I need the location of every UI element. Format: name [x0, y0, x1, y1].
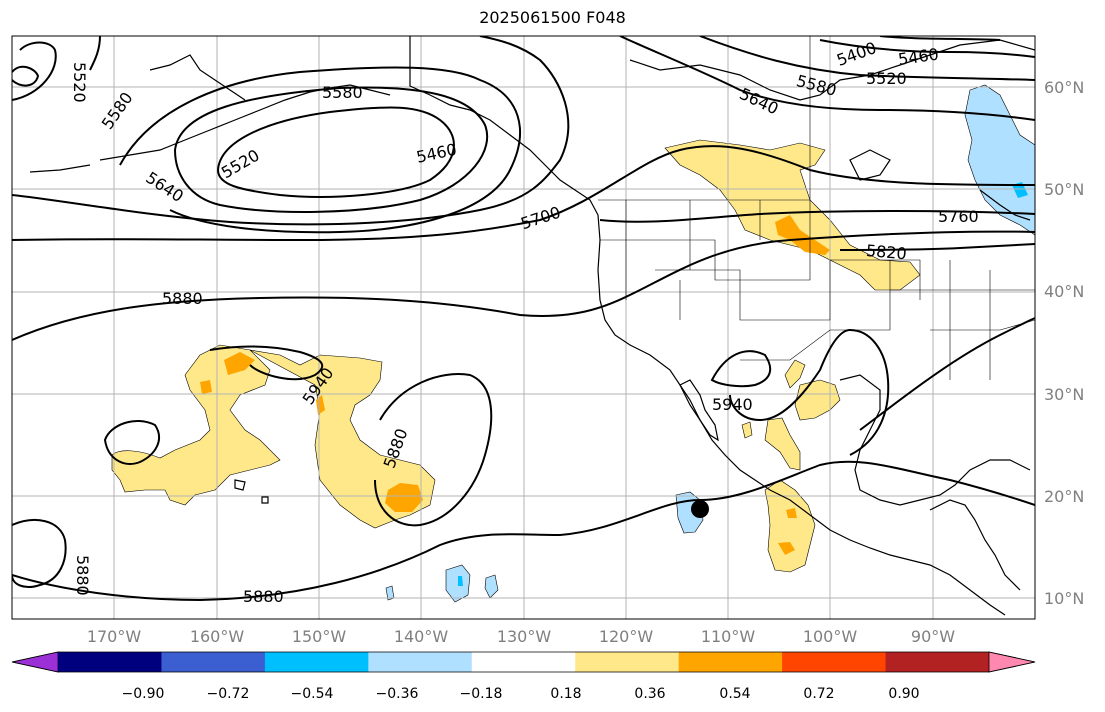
lon-label: 100°W	[803, 627, 858, 646]
colorbar-segment	[885, 652, 990, 672]
contour-label: 5760	[938, 207, 979, 226]
lon-label: 160°W	[190, 627, 245, 646]
contour-label: 5520	[70, 62, 89, 103]
colorbar-segment	[782, 652, 887, 672]
graticule	[12, 36, 1035, 619]
colorbar-ticks: −0.90 −0.72 −0.54 −0.36 −0.18 0.18 0.36 …	[122, 686, 920, 702]
longitude-labels: 170°W 160°W 150°W 140°W 130°W 120°W 110°…	[87, 627, 955, 646]
lon-label: 90°W	[911, 627, 955, 646]
colorbar-tick-label: −0.18	[460, 686, 503, 702]
colorbar-segment	[264, 652, 369, 672]
latitude-labels: 60°N 50°N 40°N 30°N 20°N 10°N	[1044, 78, 1084, 608]
shaded-positive-areas	[111, 139, 921, 573]
lat-label: 20°N	[1044, 487, 1084, 506]
colorbar-segment	[368, 652, 473, 672]
contour-label: 5940	[712, 395, 753, 414]
coastlines	[29, 36, 1035, 616]
colorbar-segment	[678, 652, 783, 672]
colorbar-outline	[11, 651, 1036, 673]
contour-label: 5880	[73, 555, 92, 596]
lon-label: 140°W	[394, 627, 449, 646]
storm-marker	[691, 500, 709, 518]
colorbar: −0.90 −0.72 −0.54 −0.36 −0.18 0.18 0.36 …	[11, 651, 1036, 702]
colorbar-tick-label: −0.54	[291, 686, 334, 702]
colorbar-tick-label: −0.90	[122, 686, 165, 702]
lat-label: 50°N	[1044, 180, 1084, 199]
map-border	[11, 35, 1036, 620]
contour-label: 5880	[243, 587, 284, 606]
lat-label: 40°N	[1044, 282, 1084, 301]
contour-label: 5520	[866, 69, 907, 88]
shaded-strong-areas	[200, 215, 830, 555]
height-contours	[12, 36, 1035, 602]
map-panel	[12, 36, 1035, 619]
lon-label: 120°W	[599, 627, 654, 646]
colorbar-segment	[161, 652, 266, 672]
lon-label: 130°W	[497, 627, 552, 646]
colorbar-tick-label: 0.36	[634, 686, 665, 702]
colorbar-segment	[575, 652, 680, 672]
colorbar-extend-low	[11, 651, 59, 673]
colorbar-tick-label: −0.72	[207, 686, 250, 702]
lon-label: 150°W	[292, 627, 347, 646]
contour-label: 5880	[162, 289, 203, 308]
lon-label: 170°W	[87, 627, 142, 646]
shaded-negative-strong	[458, 182, 1028, 586]
lat-label: 60°N	[1044, 78, 1084, 97]
colorbar-tick-label: 0.54	[719, 686, 750, 702]
colorbar-tick-label: 0.18	[550, 686, 581, 702]
map-title: 2025061500 F048	[479, 8, 626, 27]
colorbar-tick-label: 0.90	[888, 686, 919, 702]
colorbar-segment	[471, 652, 576, 672]
colorbar-segments	[11, 651, 1036, 673]
colorbar-extend-high	[988, 651, 1036, 673]
lon-label: 110°W	[701, 627, 756, 646]
lat-label: 10°N	[1044, 589, 1084, 608]
colorbar-tick-label: −0.36	[376, 686, 419, 702]
colorbar-tick-label: 0.72	[803, 686, 834, 702]
lat-label: 30°N	[1044, 385, 1084, 404]
colorbar-segment	[58, 652, 162, 672]
state-borders	[598, 36, 1035, 380]
contour-label: 5820	[865, 241, 907, 263]
contour-label: 5580	[322, 83, 363, 102]
